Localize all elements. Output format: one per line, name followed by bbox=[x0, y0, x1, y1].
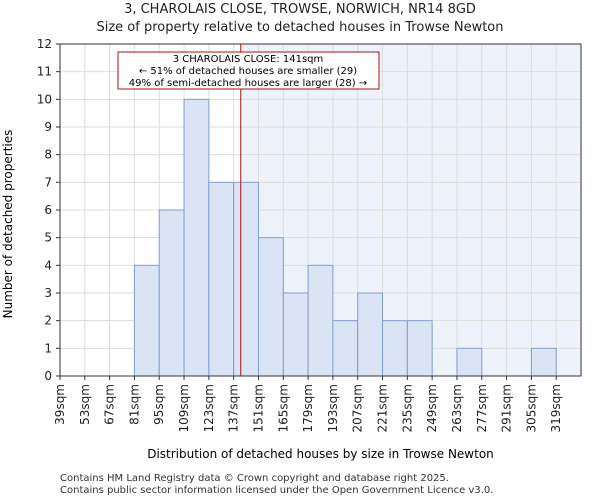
x-tick-label: 95sqm bbox=[152, 384, 166, 425]
histogram-bar bbox=[133, 264, 160, 377]
y-tick-label: 3 bbox=[44, 286, 52, 300]
x-tick-label: 249sqm bbox=[425, 384, 439, 432]
x-tick-label: 235sqm bbox=[400, 384, 414, 432]
x-tick-label: 53sqm bbox=[78, 384, 92, 425]
histogram-bar bbox=[530, 347, 557, 377]
x-tick-label: 207sqm bbox=[351, 384, 365, 432]
x-tick-label: 221sqm bbox=[376, 384, 390, 432]
annotation-rect bbox=[117, 51, 380, 90]
histogram-bar bbox=[208, 181, 235, 377]
x-tick-label: 67sqm bbox=[103, 384, 117, 425]
x-tick-label: 319sqm bbox=[549, 384, 563, 432]
histogram-bar bbox=[332, 320, 359, 377]
footer-line-2: Contains public sector information licen… bbox=[60, 485, 494, 496]
x-tick-label: 151sqm bbox=[251, 384, 265, 432]
y-tick-label: 0 bbox=[44, 369, 52, 383]
histogram-bar bbox=[406, 320, 433, 377]
x-axis-label: Distribution of detached houses by size … bbox=[147, 447, 494, 461]
histogram-bar bbox=[357, 292, 384, 377]
annotation-line-2: ← 51% of detached houses are smaller (29… bbox=[139, 66, 357, 77]
y-tick-label: 11 bbox=[37, 65, 52, 79]
y-tick-label: 1 bbox=[44, 341, 52, 355]
histogram-bar bbox=[382, 320, 408, 377]
x-tick-label: 305sqm bbox=[524, 384, 538, 432]
annotation-box: 3 CHAROLAIS CLOSE: 141sqm ← 51% of detac… bbox=[117, 51, 380, 90]
bars-layer bbox=[133, 98, 557, 377]
x-tick-label: 81sqm bbox=[127, 384, 141, 425]
y-tick-label: 4 bbox=[44, 258, 52, 272]
histogram-bar bbox=[158, 209, 185, 377]
histogram-bar bbox=[456, 347, 483, 377]
y-tick-label: 7 bbox=[44, 175, 52, 189]
chart-title: 3, CHAROLAIS CLOSE, TROWSE, NORWICH, NR1… bbox=[124, 2, 476, 17]
y-axis-label: Number of detached properties bbox=[1, 130, 15, 319]
y-tick-label: 10 bbox=[37, 92, 52, 106]
x-tick-label: 123sqm bbox=[202, 384, 216, 432]
histogram-bar bbox=[233, 181, 259, 377]
x-tick-label: 179sqm bbox=[301, 384, 315, 432]
x-tick-label: 277sqm bbox=[475, 384, 489, 432]
y-tick-label: 6 bbox=[44, 203, 52, 217]
histogram-bar bbox=[307, 264, 334, 377]
histogram-bar bbox=[282, 292, 309, 377]
x-tick-label: 137sqm bbox=[227, 384, 241, 432]
annotation-line-3: 49% of semi-detached houses are larger (… bbox=[129, 78, 367, 89]
x-ticks: 39sqm 53sqm 67sqm 81sqm 95sqm 109sqm 123sqm 137… bbox=[53, 376, 563, 432]
y-tick-label: 2 bbox=[44, 314, 52, 328]
histogram-bar bbox=[183, 98, 210, 377]
x-tick-label: 165sqm bbox=[276, 384, 290, 432]
chart-subtitle: Size of property relative to detached ho… bbox=[96, 20, 504, 35]
footer-line-1: Contains HM Land Registry data © Crown c… bbox=[60, 473, 449, 484]
y-tick-label: 8 bbox=[44, 148, 52, 162]
y-tick-label: 5 bbox=[44, 231, 52, 245]
x-tick-label: 193sqm bbox=[326, 384, 340, 432]
x-tick-label: 291sqm bbox=[500, 384, 514, 432]
y-tick-label: 9 bbox=[44, 120, 52, 134]
histogram-bar bbox=[257, 237, 284, 377]
x-tick-label: 39sqm bbox=[53, 384, 67, 425]
x-tick-label: 263sqm bbox=[450, 384, 464, 432]
x-tick-label: 109sqm bbox=[177, 384, 191, 432]
y-tick-label: 12 bbox=[37, 37, 52, 51]
annotation-line-1: 3 CHAROLAIS CLOSE: 141sqm bbox=[173, 54, 324, 65]
